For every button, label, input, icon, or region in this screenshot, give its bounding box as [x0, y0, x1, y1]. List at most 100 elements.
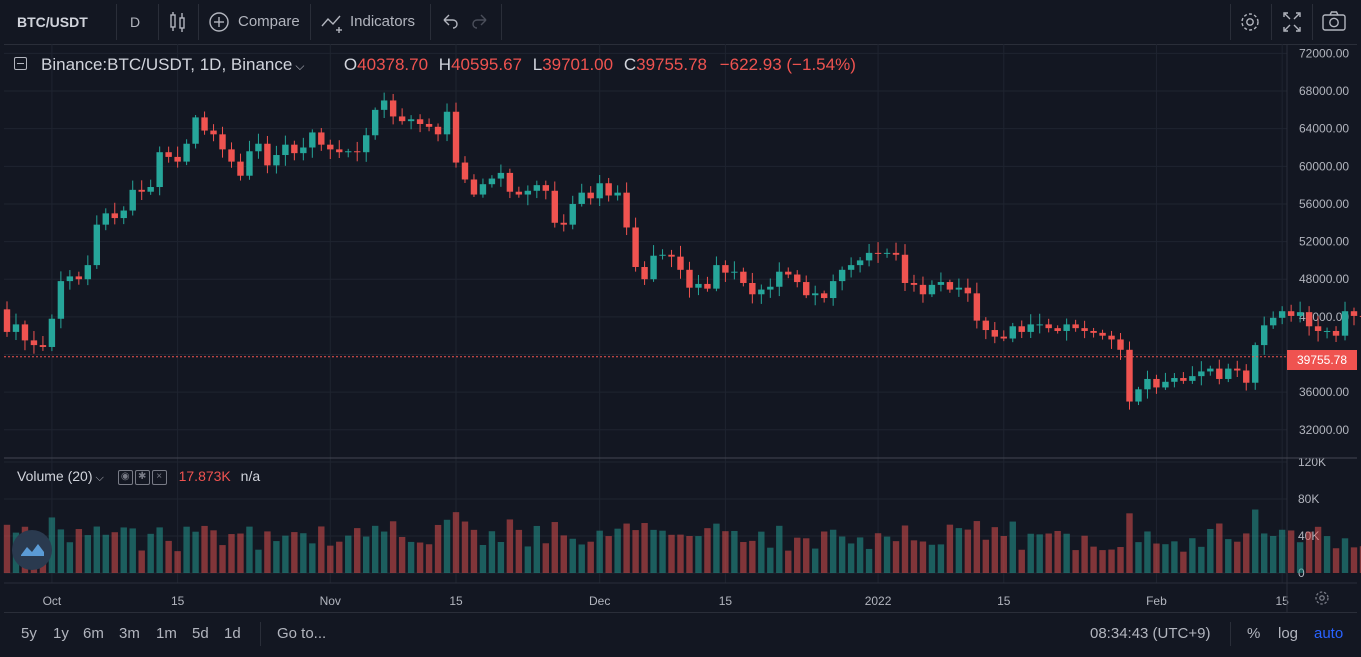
- collapse-legend-icon[interactable]: [14, 57, 27, 71]
- candle-body: [991, 330, 998, 337]
- high-label: H: [438, 55, 452, 74]
- range-3m[interactable]: 3m: [119, 625, 140, 642]
- gear-icon: [1315, 591, 1329, 605]
- candle-body: [677, 256, 684, 270]
- candles-icon: [170, 12, 185, 32]
- candle: [497, 164, 505, 187]
- auto-toggle[interactable]: auto: [1314, 625, 1344, 642]
- candle: [282, 135, 289, 166]
- toolbar-divider: [430, 4, 431, 40]
- candlestick-series: [3, 92, 1361, 410]
- volume-bar: [892, 541, 900, 573]
- candle: [183, 139, 190, 166]
- range-1y[interactable]: 1y: [53, 625, 69, 642]
- candle-body: [192, 117, 199, 144]
- volume-bar: [255, 549, 262, 573]
- candle-body: [147, 187, 154, 192]
- low-value: 39701.00: [542, 55, 614, 74]
- candle-body: [228, 149, 235, 162]
- range-1m[interactable]: 1m: [156, 625, 177, 642]
- clock[interactable]: 08:34:43 (UTC+9): [1090, 625, 1211, 642]
- volume-bar: [363, 536, 370, 573]
- gear-icon-center: [1319, 595, 1325, 601]
- symbol-title[interactable]: Binance:BTC/USDT, 1D, Binance: [41, 55, 293, 74]
- indicators-button[interactable]: Indicators: [320, 0, 430, 44]
- volume-bar: [1081, 535, 1088, 573]
- gear-icon: [1241, 13, 1259, 31]
- candle-body: [1305, 312, 1313, 327]
- screenshot-button[interactable]: [1320, 0, 1348, 44]
- undo-button[interactable]: [440, 0, 460, 44]
- price-tick-label: 48000.00: [1299, 272, 1349, 286]
- volume-bar: [1207, 528, 1214, 573]
- candle: [731, 261, 738, 280]
- log-toggle[interactable]: log: [1278, 625, 1299, 642]
- settings-icon[interactable]: ✱: [134, 469, 150, 485]
- candle: [30, 331, 38, 354]
- candle: [569, 195, 576, 230]
- undo-icon: [443, 14, 458, 29]
- candle: [740, 267, 747, 287]
- symbol-search-button[interactable]: BTC/USDT: [17, 14, 88, 30]
- volume-bar: [380, 531, 388, 573]
- candle-body: [731, 271, 738, 273]
- candle: [273, 145, 280, 174]
- interval-button[interactable]: D: [130, 14, 141, 30]
- eye-icon[interactable]: ◉: [117, 469, 133, 485]
- candle: [416, 114, 424, 133]
- candle-body: [1063, 324, 1070, 331]
- volume-bar: [767, 547, 774, 573]
- settings-button[interactable]: [1238, 0, 1262, 44]
- candle-body: [282, 144, 289, 156]
- candle: [336, 140, 343, 159]
- price-chart[interactable]: Oct15Nov15Dec15202215Feb15Mar15Apr15 720…: [0, 0, 1361, 612]
- candle: [1045, 318, 1052, 333]
- volume-bar: [1117, 547, 1124, 573]
- candle: [982, 317, 990, 340]
- candle: [84, 255, 92, 286]
- goto-button[interactable]: Go to...: [277, 625, 327, 642]
- volume-bar: [273, 541, 280, 573]
- range-6m[interactable]: 6m: [83, 625, 104, 642]
- chevron-down-icon[interactable]: ⌵: [95, 472, 104, 484]
- redo-button[interactable]: [470, 0, 490, 44]
- candle: [515, 186, 523, 198]
- candle-body: [794, 274, 801, 283]
- chevron-down-icon[interactable]: ⌵: [295, 59, 305, 73]
- volume-bar: [336, 541, 343, 573]
- volume-bar: [111, 532, 118, 573]
- toolbar-divider: [260, 622, 261, 646]
- compare-button[interactable]: Compare: [208, 0, 308, 44]
- time-tick-label: Feb: [1146, 594, 1167, 608]
- candle-body: [84, 265, 92, 280]
- volume-bar: [946, 524, 954, 573]
- range-5y[interactable]: 5y: [21, 625, 37, 642]
- volume-bar: [740, 542, 747, 573]
- volume-title[interactable]: Volume (20): [17, 468, 93, 484]
- percent-toggle[interactable]: %: [1247, 625, 1261, 642]
- close-icon[interactable]: ×: [151, 469, 167, 485]
- range-1d[interactable]: 1d: [224, 625, 241, 642]
- volume-bar: [479, 545, 487, 573]
- axis-settings-button[interactable]: [1315, 591, 1329, 605]
- price-tick-label: 68000.00: [1299, 84, 1349, 98]
- volume-bar: [129, 528, 136, 573]
- volume-bar: [470, 529, 478, 573]
- volume-value: 17.873K: [178, 468, 231, 484]
- fullscreen-button[interactable]: [1280, 0, 1304, 44]
- volume-bar: [1296, 542, 1304, 573]
- volume-bar: [354, 528, 361, 573]
- candle: [1261, 316, 1268, 355]
- candle-body: [1314, 326, 1322, 331]
- chart-style-button[interactable]: [167, 0, 191, 44]
- plus-circle-icon: [209, 12, 229, 32]
- range-5d[interactable]: 5d: [192, 625, 209, 642]
- candle: [21, 320, 29, 351]
- volume-bar: [1126, 513, 1133, 573]
- volume-bar: [291, 532, 298, 573]
- logo-icon[interactable]: [12, 530, 52, 570]
- candle: [210, 124, 217, 142]
- candle-body: [614, 192, 621, 196]
- candle: [12, 313, 20, 341]
- candle-body: [1117, 339, 1124, 350]
